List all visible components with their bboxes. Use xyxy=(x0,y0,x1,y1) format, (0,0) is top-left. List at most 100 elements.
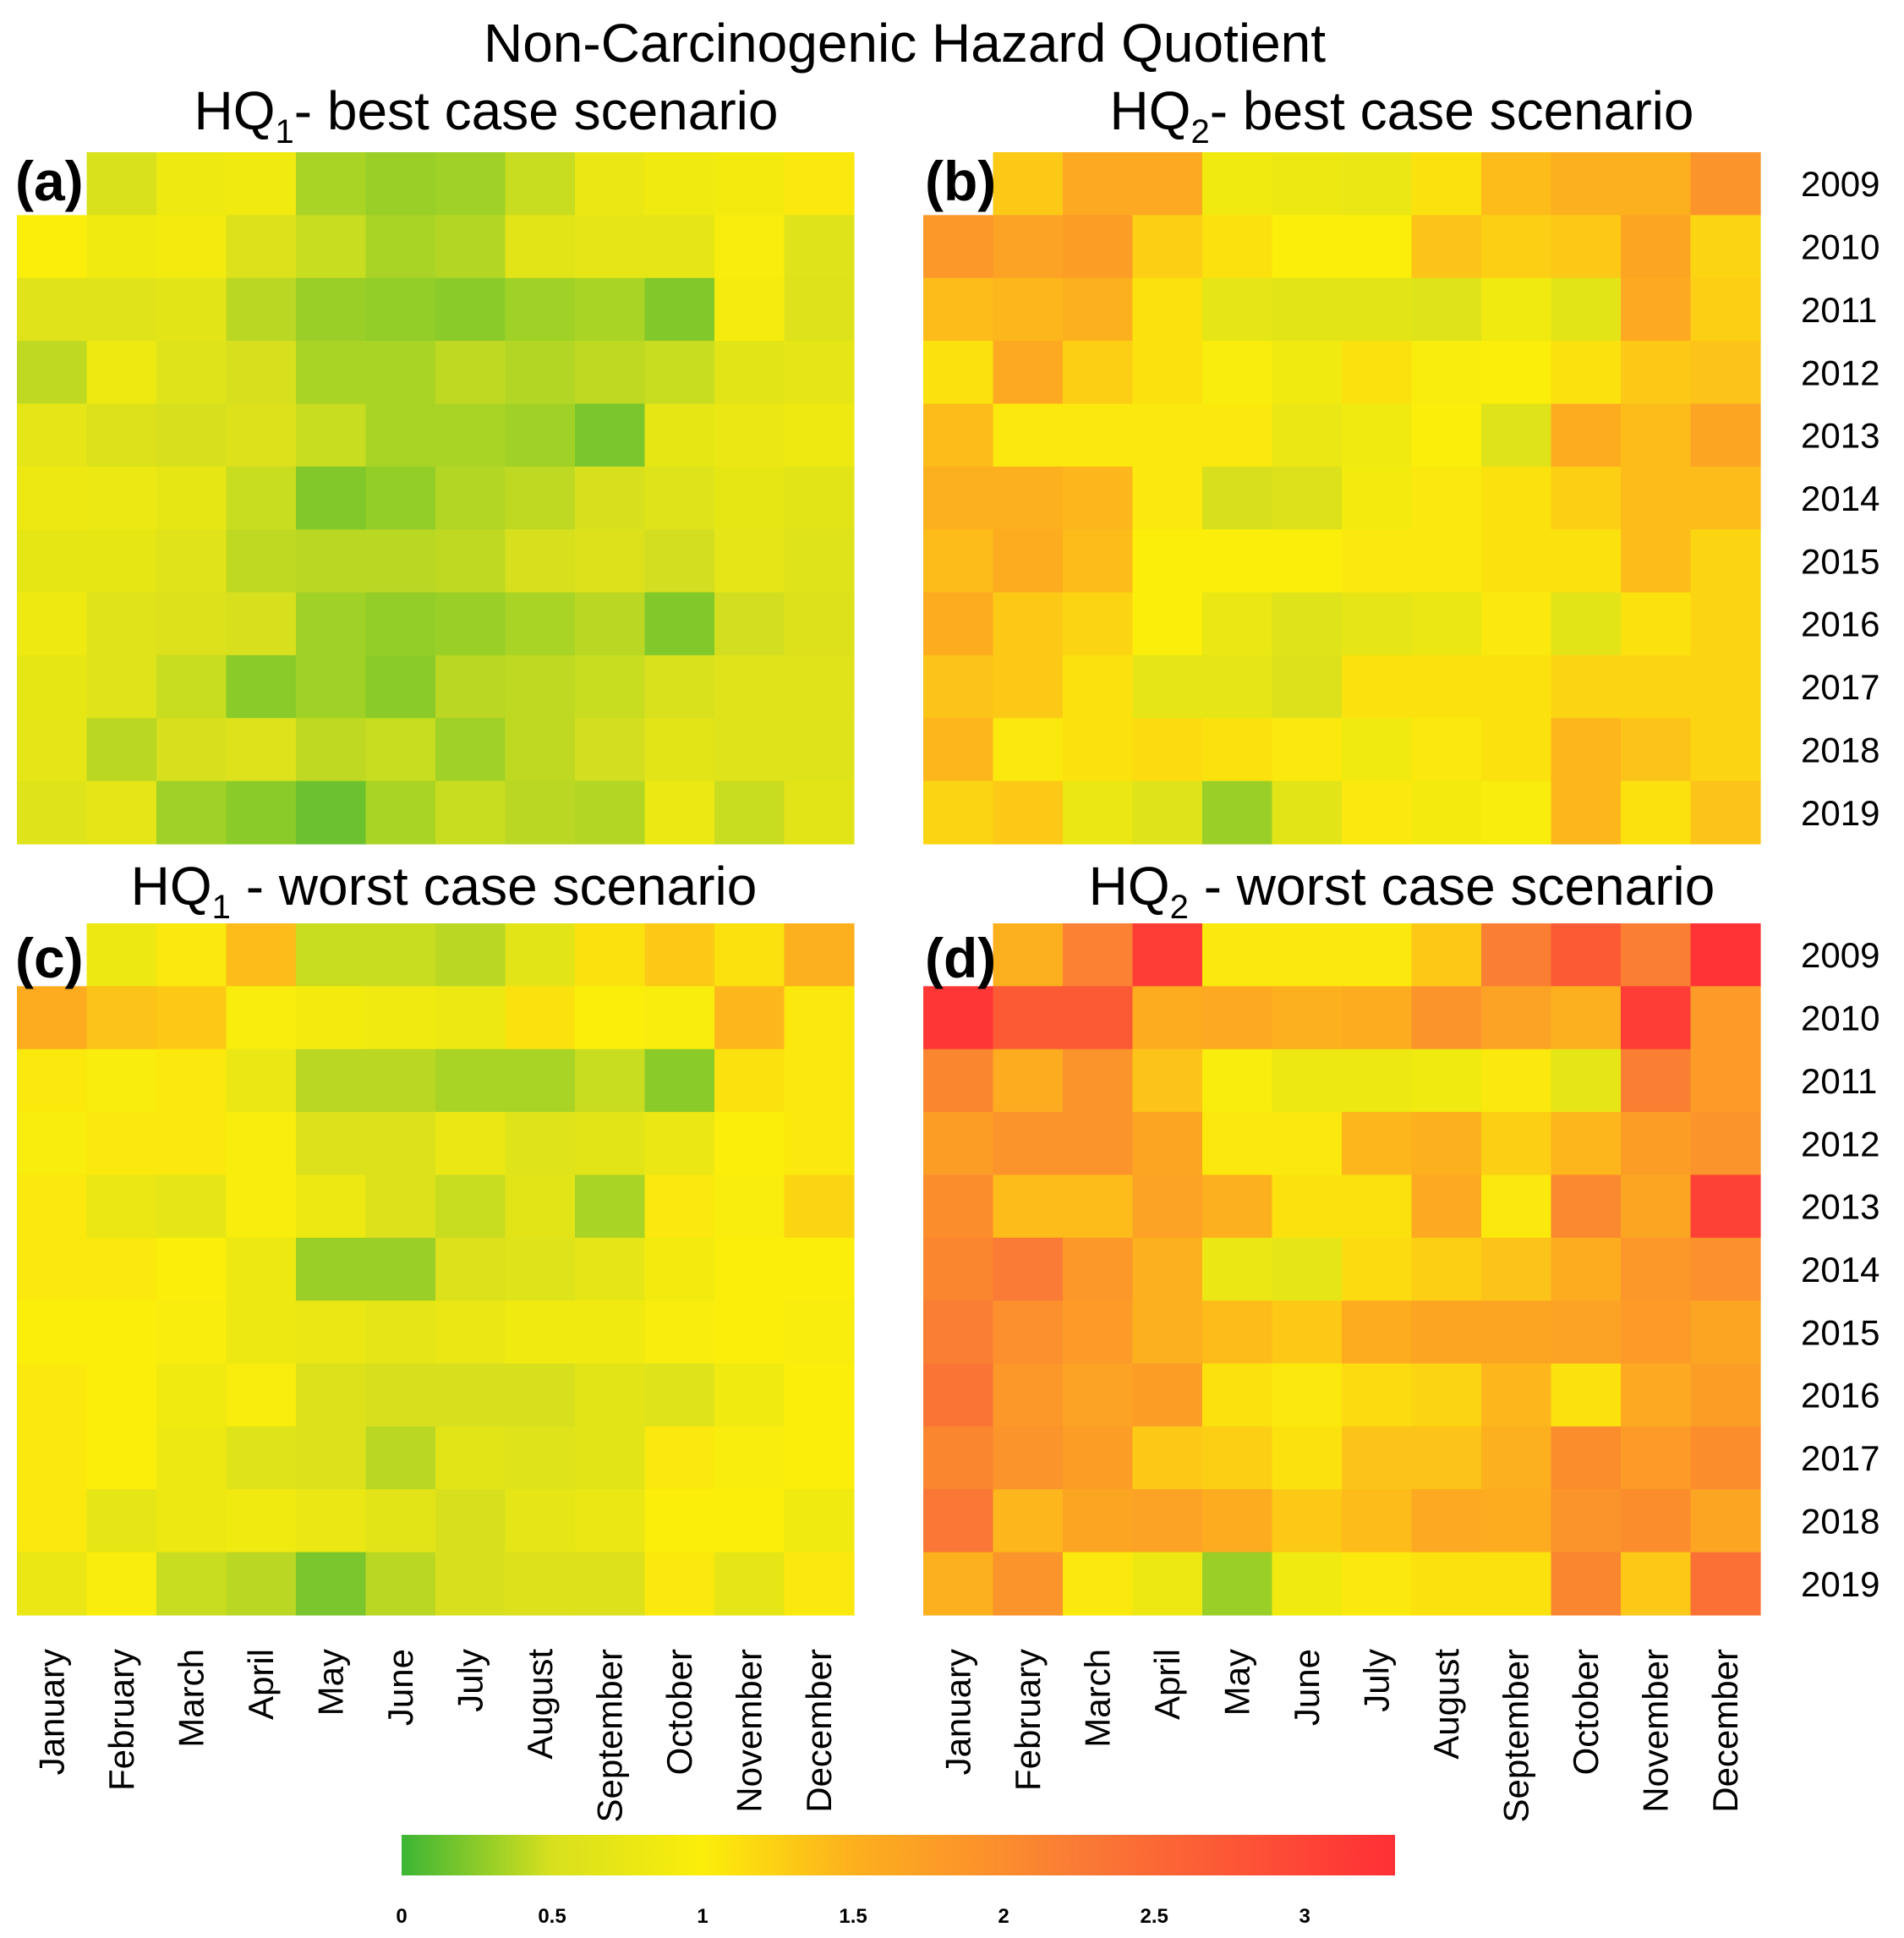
heatmap-cell-2012-march xyxy=(156,341,227,405)
heatmap-cell-2015-june xyxy=(1272,529,1343,594)
heatmap-cell-2017-march xyxy=(1063,1426,1134,1490)
heatmap-cell-2015-november xyxy=(714,529,785,594)
heatmap-cell-2018-february xyxy=(86,718,157,782)
heatmap-cell-2017-september xyxy=(1481,1426,1552,1490)
heatmap-cell-2018-august xyxy=(1411,718,1482,782)
heatmap-cell-2017-june xyxy=(365,654,436,719)
year-label-2018: 2018 xyxy=(1801,1502,1879,1541)
heatmap-cell-2013-december xyxy=(784,403,855,468)
heatmap-cell-2017-july xyxy=(435,1426,506,1490)
heatmap-cell-2014-january xyxy=(923,466,994,530)
heatmap-cell-2018-june xyxy=(365,1489,436,1553)
heatmap-cell-2018-december xyxy=(1690,1489,1761,1553)
heatmap-cell-2016-april xyxy=(1132,1363,1203,1427)
heatmap-cell-2019-september xyxy=(1481,1552,1552,1616)
heatmap-cell-2010-august xyxy=(1411,215,1482,279)
heatmap-cell-2010-october xyxy=(644,215,715,279)
colorbar-tick-1.5: 1.5 xyxy=(839,1905,867,1928)
heatmap-cell-2015-july xyxy=(1342,1300,1413,1365)
heatmap-cell-2018-november xyxy=(1621,718,1692,782)
heatmap-cell-2018-january xyxy=(923,1489,994,1553)
heatmap-cell-2014-november xyxy=(714,1237,785,1301)
heatmap-cell-2011-november xyxy=(1621,1048,1692,1113)
month-label-july: July xyxy=(450,1649,490,1712)
heatmap-cell-2009-september xyxy=(575,152,646,216)
heatmap-cell-2017-february xyxy=(86,654,157,719)
heatmap-cell-2017-october xyxy=(644,1426,715,1490)
heatmap-cell-2017-july xyxy=(1342,1426,1413,1490)
heatmap-cell-2013-january xyxy=(923,1174,994,1239)
heatmap-cell-2017-october xyxy=(1551,654,1622,719)
heatmap-cell-2017-november xyxy=(1621,1426,1692,1490)
panel-c-tag: (c) xyxy=(15,927,84,989)
heatmap-cell-2016-january xyxy=(17,1363,88,1427)
colorbar-gradient xyxy=(402,1835,1395,1875)
heatmap-cell-2012-september xyxy=(1481,341,1552,405)
heatmap-cell-2011-may xyxy=(1202,1048,1273,1113)
panel-c-title: HQ1 - worst case scenario xyxy=(131,856,758,926)
heatmap-cell-2013-february xyxy=(993,403,1064,468)
heatmap-cell-2011-september xyxy=(575,277,646,342)
heatmap-cell-2014-november xyxy=(1621,1237,1692,1301)
heatmap-cell-2009-february xyxy=(993,923,1064,987)
heatmap-cell-2018-february xyxy=(993,718,1064,782)
heatmap-cell-2019-may xyxy=(296,1552,367,1616)
heatmap-cell-2015-may xyxy=(296,529,367,594)
heatmap-cell-2019-june xyxy=(365,780,436,845)
heatmap-cell-2010-february xyxy=(86,986,157,1050)
heatmap-cell-2018-february xyxy=(86,1489,157,1553)
heatmap-cell-2016-february xyxy=(993,1363,1064,1427)
heatmap-cell-2009-march xyxy=(156,152,227,216)
heatmap-cell-2016-march xyxy=(1063,1363,1134,1427)
heatmap-cell-2019-october xyxy=(644,780,715,845)
heatmap-cell-2015-december xyxy=(784,1300,855,1365)
month-label-october: October xyxy=(659,1649,699,1775)
colorbar-tick-2.5: 2.5 xyxy=(1141,1905,1168,1928)
heatmap-cell-2012-december xyxy=(1690,1112,1761,1176)
heatmap-cell-2015-may xyxy=(296,1300,367,1365)
heatmap-cell-2019-july xyxy=(1342,1552,1413,1616)
heatmap-cell-2016-september xyxy=(1481,1363,1552,1427)
heatmap-cell-2009-november xyxy=(1621,152,1692,216)
heatmap-cell-2014-october xyxy=(1551,466,1622,530)
heatmap-cell-2016-november xyxy=(1621,1363,1692,1427)
heatmap-cell-2010-february xyxy=(993,215,1064,279)
heatmap-cell-2009-july xyxy=(1342,923,1413,987)
heatmap-cell-2012-november xyxy=(714,341,785,405)
heatmap-cell-2018-december xyxy=(784,718,855,782)
heatmap-cell-2018-september xyxy=(1481,1489,1552,1553)
heatmap-cell-2019-november xyxy=(1621,1552,1692,1616)
heatmap-cell-2014-june xyxy=(1272,466,1343,530)
year-labels-top: 2009 2010 2011 2012 2013 2014 2015 2016 2017 2018… xyxy=(1801,164,1879,833)
heatmap-cell-2015-february xyxy=(993,529,1064,594)
heatmap-cell-2018-july xyxy=(1342,718,1413,782)
heatmap-cell-2018-october xyxy=(644,1489,715,1553)
heatmap-cell-2009-april xyxy=(1132,152,1203,216)
heatmap-cell-2009-february xyxy=(86,923,157,987)
heatmap-cell-2014-october xyxy=(644,1237,715,1301)
heatmap-cell-2015-july xyxy=(435,529,506,594)
heatmap-cell-2015-september xyxy=(575,1300,646,1365)
heatmap-cell-2009-november xyxy=(714,923,785,987)
heatmap-cell-2018-april xyxy=(1132,718,1203,782)
heatmap-cell-2015-april xyxy=(226,529,297,594)
heatmap-cell-2014-january xyxy=(923,1237,994,1301)
heatmap-cell-2016-january xyxy=(923,592,994,656)
heatmap-cell-2018-may xyxy=(296,1489,367,1553)
heatmap-cell-2010-september xyxy=(1481,986,1552,1050)
heatmap-cell-2016-april xyxy=(226,1363,297,1427)
heatmap-cell-2011-october xyxy=(644,1048,715,1113)
heatmap-cell-2012-may xyxy=(296,1112,367,1176)
colorbar-tick-3: 3 xyxy=(1299,1905,1310,1928)
heatmap-cell-2015-december xyxy=(1690,1300,1761,1365)
heatmap-cell-2009-october xyxy=(644,923,715,987)
heatmap-cell-2019-august xyxy=(1411,1552,1482,1616)
heatmap-cell-2014-april xyxy=(1132,466,1203,530)
heatmap-cell-2014-may xyxy=(296,466,367,530)
heatmap-cell-2019-october xyxy=(1551,780,1622,845)
heatmap-cell-2009-december xyxy=(784,152,855,216)
heatmap-cell-2016-october xyxy=(1551,1363,1622,1427)
heatmap-cell-2018-june xyxy=(1272,1489,1343,1553)
heatmap-cell-2013-february xyxy=(86,403,157,468)
heatmap-cell-2010-march xyxy=(1063,215,1134,279)
